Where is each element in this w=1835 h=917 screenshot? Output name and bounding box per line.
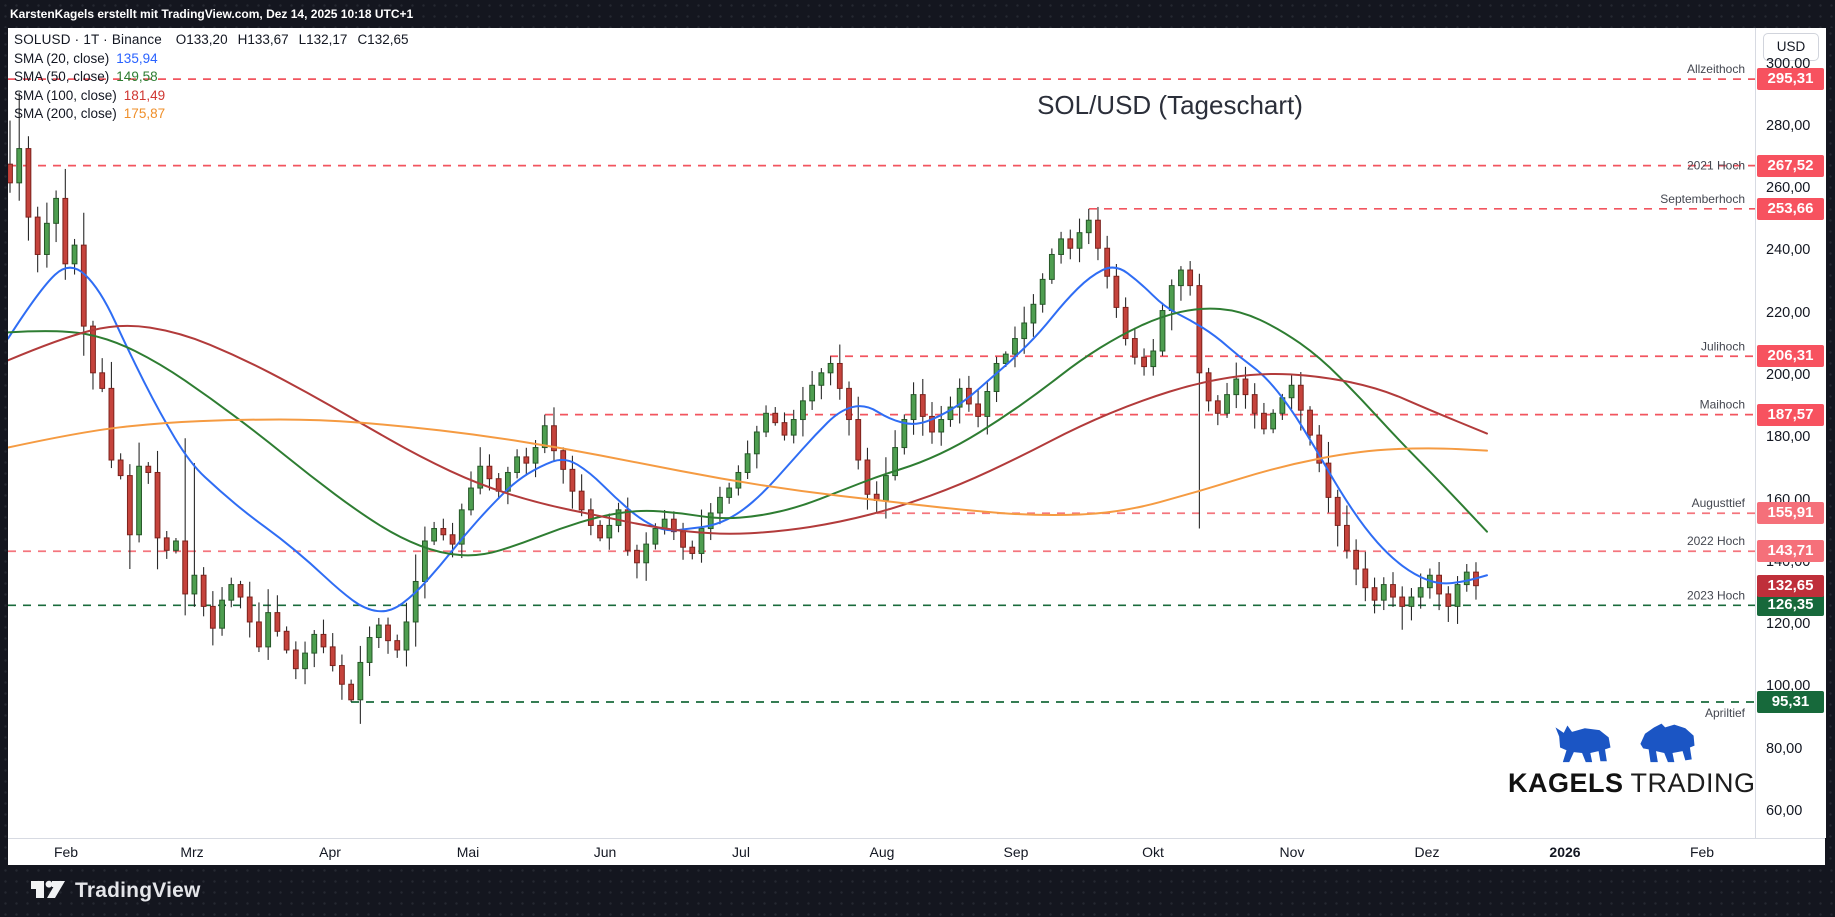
sma20-line xyxy=(8,266,1488,613)
price-level-badge: 143,71 xyxy=(1757,540,1824,563)
x-axis-label: Aug xyxy=(869,844,895,860)
sma50-line xyxy=(8,307,1488,557)
price-level-badge: 253,66 xyxy=(1757,197,1824,220)
level-label: Maihoch xyxy=(1700,398,1745,412)
level-label: Septemberhoch xyxy=(1660,192,1745,206)
level-labels: Allzeithoch 2021 Hoch Septemberhoch Julihoc… xyxy=(1660,62,1745,720)
x-axis-label: Dez xyxy=(1414,844,1440,860)
legend-sma-label: SMA (50, close) xyxy=(14,69,110,84)
legend-sma-row-1[interactable]: SMA (50, close) 149,58 xyxy=(14,68,418,86)
price-level-badge: 95,31 xyxy=(1757,690,1824,713)
x-axis-label: Feb xyxy=(1689,844,1715,860)
y-axis-tick: 180,00 xyxy=(1766,429,1811,446)
frame-right xyxy=(1825,28,1835,865)
legend-sma-label: SMA (20, close) xyxy=(14,50,110,66)
y-axis-tick: 120,00 xyxy=(1766,616,1811,633)
chart-legend[interactable]: SOLUSD · 1T · Binance O133,20 H133,67 L132… xyxy=(14,31,418,124)
x-axis-label: Mrz xyxy=(180,844,204,860)
price-level-badge: 206,31 xyxy=(1757,345,1824,368)
x-axis-label: Mai xyxy=(456,844,480,860)
time-axis[interactable]: Feb Mrz Apr Mai Jun Jul Aug Sep Okt Nov Dez 2026 Feb xyxy=(8,838,1825,866)
kagels-trading-logo: KAGELS TRADING xyxy=(1508,720,1756,799)
legend-sma-label: SMA (100, close) xyxy=(14,87,117,103)
level-label: 2021 Hoch xyxy=(1687,159,1745,173)
x-axis-label: Apr xyxy=(319,844,341,860)
y-axis-tick: 60,00 xyxy=(1766,802,1803,819)
y-axis-tick: 280,00 xyxy=(1766,117,1811,134)
attribution-text: KarstenKagels erstellt mit TradingView.c… xyxy=(10,7,414,21)
tradingview-brand-text: TradingView xyxy=(75,879,201,902)
level-lines xyxy=(8,78,1755,703)
x-axis-label: Jun xyxy=(593,844,617,860)
attribution-bar: KarstenKagels erstellt mit TradingView.c… xyxy=(0,0,1835,28)
x-axis-label: Sep xyxy=(1003,844,1029,860)
price-level-badge: 155,91 xyxy=(1757,502,1824,525)
y-axis-tick: 300,00 xyxy=(1766,55,1811,72)
price-level-badge: 126,35 xyxy=(1757,594,1824,617)
legend-symbol-row[interactable]: SOLUSD · 1T · Binance O133,20 H133,67 L132… xyxy=(14,31,418,49)
level-label: Julihoch xyxy=(1701,339,1745,353)
legend-ohlc: O133,20 H133,67 L132,17 C132,65 xyxy=(175,32,409,47)
bear-icon xyxy=(1640,723,1695,763)
legend-sma-label: SMA (200, close) xyxy=(14,106,117,121)
legend-sma-value: 175,87 xyxy=(123,106,166,121)
frame-left xyxy=(0,28,8,865)
y-axis-tick: 80,00 xyxy=(1766,740,1803,757)
y-axis-tick: 200,00 xyxy=(1766,366,1811,383)
bull-icon xyxy=(1555,725,1611,763)
price-level-badge: 187,57 xyxy=(1757,403,1824,426)
legend-sma-row-0[interactable]: SMA (20, close) 135,94 xyxy=(14,50,418,68)
x-axis-label: Okt xyxy=(1142,844,1164,860)
kagels-brand-text: KAGELS TRADING xyxy=(1508,768,1756,798)
level-label: 2022 Hoch xyxy=(1687,534,1745,548)
price-chart-pane[interactable]: Allzeithoch 2021 Hoch Septemberhoch Julihoc… xyxy=(8,28,1755,838)
level-label: Augusttief xyxy=(1692,496,1746,510)
y-axis-tick: 260,00 xyxy=(1766,180,1811,197)
level-label: Allzeithoch xyxy=(1687,62,1745,76)
x-axis-label: 2026 xyxy=(1549,844,1581,860)
legend-sma-value: 135,94 xyxy=(116,50,158,66)
level-label: Apriltief xyxy=(1705,706,1746,720)
price-level-badge: 267,52 xyxy=(1757,154,1824,177)
x-axis-label: Nov xyxy=(1279,844,1305,860)
sma200-line xyxy=(8,418,1488,517)
price-level-badge: 295,31 xyxy=(1757,68,1824,91)
price-axis[interactable]: USD 300,00 280,00 260,00 240,00 220,00 200,00… xyxy=(1755,28,1826,838)
legend-sma-value: 181,49 xyxy=(123,87,166,103)
candles xyxy=(8,92,1479,724)
tradingview-logo-link[interactable]: TradingView xyxy=(30,877,201,905)
y-axis-tick: 240,00 xyxy=(1766,242,1811,259)
legend-sma-row-2[interactable]: SMA (100, close) 181,49 xyxy=(14,87,418,105)
sma100-line xyxy=(8,324,1488,535)
tradingview-bar: TradingView xyxy=(0,865,1835,917)
y-axis-tick: 220,00 xyxy=(1766,304,1811,321)
sma-lines xyxy=(8,266,1488,613)
legend-sma-value: 149,58 xyxy=(116,69,158,84)
tradingview-icon xyxy=(31,880,65,898)
currency-button[interactable]: USD xyxy=(1763,33,1819,61)
y-axis-tick: 100,00 xyxy=(1766,678,1811,695)
chart-title: SOL/USD (Tageschart) xyxy=(1037,90,1303,120)
level-label: 2023 Hoch xyxy=(1687,588,1745,602)
x-axis-label: Feb xyxy=(53,844,79,860)
x-axis-label: Jul xyxy=(732,844,750,860)
legend-sma-row-3[interactable]: SMA (200, close) 175,87 xyxy=(14,105,418,123)
legend-symbol: SOLUSD · 1T · Binance xyxy=(14,32,163,47)
current-price-badge: 132,65 xyxy=(1757,574,1824,597)
